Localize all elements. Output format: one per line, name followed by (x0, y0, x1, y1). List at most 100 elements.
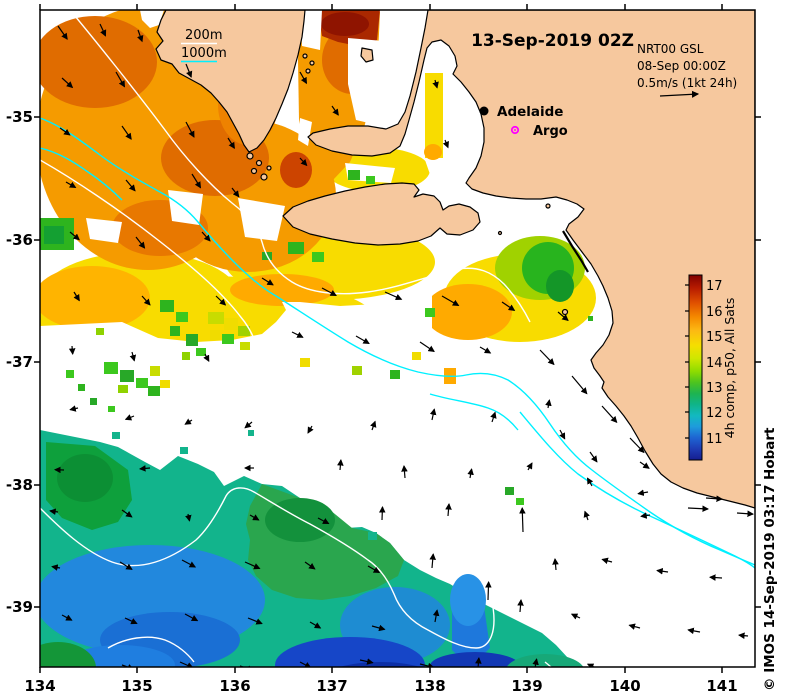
argo-icon (510, 125, 520, 135)
x-axis: 134 135 136 137 138 139 140 141 (24, 677, 737, 695)
product-label: NRT00 GSL (637, 42, 704, 56)
current-vector-arrow (57, 25, 68, 40)
current-vector-arrow (738, 632, 749, 639)
island (246, 152, 254, 160)
colorbar-tick-marks (685, 284, 689, 439)
current-vector-arrow (125, 179, 136, 192)
current-vector-arrow (589, 451, 598, 463)
current-vector-arrow (307, 425, 314, 434)
current-vector-arrow (184, 418, 193, 425)
colorbar-tick-label: 15 (706, 330, 723, 345)
current-vector-arrow (304, 561, 316, 570)
current-vector-arrow (203, 353, 210, 362)
current-vector-arrow (65, 181, 77, 189)
current-vector-arrow (124, 414, 135, 421)
current-vector-arrow (656, 567, 669, 575)
x-tick-label: 136 (219, 677, 250, 695)
current-vector-arrow (370, 420, 377, 431)
current-vector-arrow (261, 277, 274, 286)
current-vector-arrow (141, 295, 151, 306)
current-vector-arrow (249, 514, 260, 521)
current-vector-arrow (401, 465, 408, 479)
current-vectors (49, 23, 754, 667)
current-vector-arrow (571, 375, 588, 395)
current-vector-arrow (137, 29, 144, 43)
current-vector-arrow (59, 127, 71, 136)
x-tick-label: 141 (706, 677, 737, 695)
current-vector-arrow (640, 512, 651, 519)
current-vector-arrow (628, 623, 641, 630)
current-vector-arrow (119, 561, 133, 570)
current-vector-arrow (66, 666, 75, 667)
current-vector-arrow (526, 462, 533, 471)
current-vector-arrow (441, 295, 460, 307)
current-vector-arrow (185, 63, 193, 78)
plot-title: 13-Sep-2019 02Z (471, 31, 634, 51)
current-vector-arrow (367, 565, 381, 574)
island (255, 159, 263, 167)
argo-icon-dot (514, 129, 516, 131)
plot-border (39, 9, 756, 668)
current-vector-arrow (687, 627, 701, 635)
current-vector-arrow (184, 613, 199, 622)
current-vector-arrow (429, 553, 437, 569)
sst-scattered-pixels (40, 73, 593, 540)
current-vector-arrow (570, 613, 581, 620)
colorbar-tick-label: 13 (706, 381, 723, 396)
current-vector-arrow (115, 71, 126, 88)
adelaide-marker: Adelaide (479, 104, 563, 120)
current-vector-arrow (227, 137, 235, 150)
colorbar-gradient (688, 274, 703, 461)
current-vector-arrow (135, 236, 146, 249)
island (266, 165, 272, 171)
current-vector-arrow (185, 121, 195, 138)
adelaide-dot (479, 106, 489, 116)
y-tick-label: -35 (6, 108, 33, 126)
current-vector-arrow (583, 510, 590, 521)
sst-cool-region (40, 430, 584, 667)
y-tick-label: -37 (6, 353, 33, 371)
current-vector-arrow (384, 291, 403, 301)
axis-tick-marks (34, 4, 761, 673)
current-vector-arrow (736, 510, 754, 518)
island (561, 308, 569, 316)
x-tick-label: 139 (511, 677, 542, 695)
current-vector-arrow (309, 621, 322, 629)
land-eyre-peninsula (155, 10, 306, 153)
vector-scale-arrow (659, 90, 700, 98)
current-vector-arrow (121, 125, 132, 140)
x-tick-label: 135 (121, 677, 152, 695)
current-vector-arrow (317, 517, 330, 525)
current-vector-arrow (501, 301, 516, 311)
current-vector-arrow (215, 295, 227, 306)
colorbar-tick-label: 16 (706, 305, 723, 320)
current-vector-arrow (429, 408, 437, 421)
current-vector-arrow (485, 581, 492, 601)
y-tick-label: -38 (6, 476, 33, 494)
island (260, 173, 268, 181)
vector-scale-label: 0.5m/s (1kt 24h) (637, 76, 737, 90)
current-vector-arrow (291, 331, 304, 338)
colorbar-tick-label: 14 (706, 356, 723, 371)
land-mainland-yorke (307, 10, 755, 509)
current-vector-arrow (445, 503, 452, 517)
island (497, 230, 503, 236)
current-vector-arrow (519, 507, 526, 533)
current-vector-arrow (61, 614, 73, 621)
colorbar-tick-label: 11 (706, 432, 723, 447)
argo-label: Argo (533, 124, 568, 139)
current-vector-arrow (231, 187, 240, 198)
current-vector-arrow (557, 311, 569, 322)
current-vector-arrow (359, 658, 374, 665)
y-tick-label: -39 (6, 598, 33, 616)
current-vector-arrow (432, 79, 439, 89)
contour-1000m (40, 117, 755, 569)
current-vector-arrow (637, 489, 649, 496)
current-vector-arrow (479, 346, 492, 354)
current-vector-arrow (709, 574, 723, 581)
land (155, 10, 755, 509)
current-vector-arrow (559, 429, 566, 440)
current-vector-arrow (69, 231, 80, 241)
current-vector-arrow (432, 609, 440, 623)
